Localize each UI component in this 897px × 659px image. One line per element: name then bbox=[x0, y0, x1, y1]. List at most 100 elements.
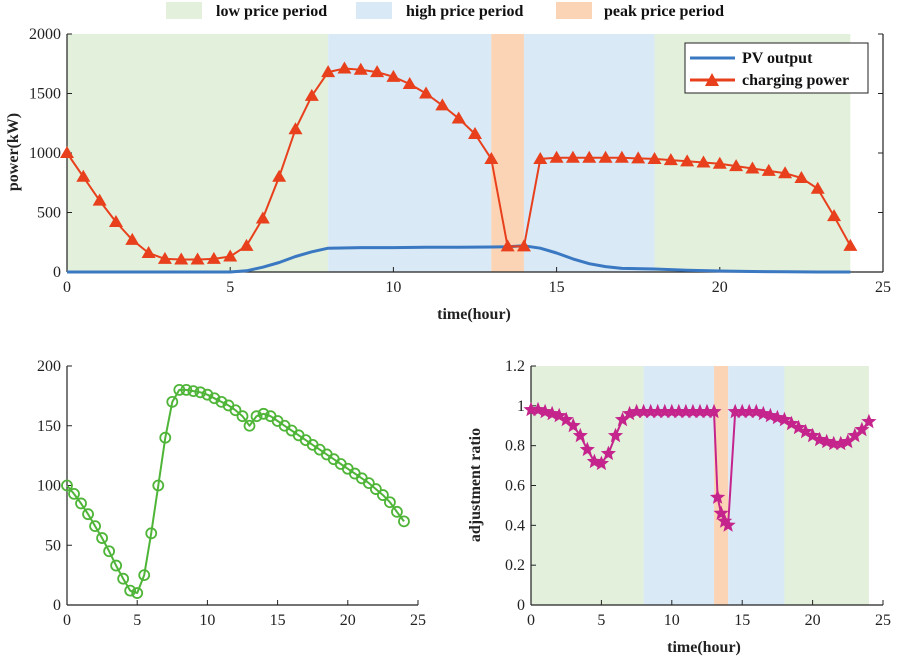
shaded-period-2 bbox=[491, 34, 524, 272]
y-tick-label: 1500 bbox=[29, 86, 61, 103]
charging-legend-marker bbox=[705, 73, 719, 86]
data-point bbox=[727, 403, 743, 419]
legend-label-high: high price period bbox=[406, 3, 523, 20]
data-point bbox=[783, 415, 800, 431]
data-point bbox=[159, 431, 172, 444]
data-point bbox=[96, 532, 108, 544]
data-point bbox=[152, 479, 165, 492]
data-point bbox=[650, 403, 666, 419]
x-tick-label: 0 bbox=[63, 612, 71, 629]
data-point bbox=[61, 479, 73, 492]
legend-label-peak: peak price period bbox=[604, 3, 724, 20]
data-point bbox=[124, 584, 137, 597]
data-point bbox=[89, 520, 101, 533]
data-point bbox=[629, 403, 645, 419]
data-point bbox=[614, 150, 629, 163]
data-point bbox=[712, 156, 727, 169]
y-tick-label: 2000 bbox=[29, 26, 61, 43]
data-point bbox=[761, 163, 776, 176]
data-point bbox=[60, 146, 74, 158]
y-tick-label: 0 bbox=[53, 597, 61, 614]
x-tick-label: 15 bbox=[270, 612, 286, 629]
charging-legend-label: charging power bbox=[742, 72, 849, 89]
data-point bbox=[748, 403, 764, 419]
data-point bbox=[194, 386, 207, 399]
data-point bbox=[678, 403, 694, 419]
data-point bbox=[861, 413, 877, 429]
y-tick-label: 100 bbox=[37, 478, 61, 495]
data-point bbox=[103, 545, 116, 558]
data-point bbox=[696, 155, 711, 168]
data-point bbox=[854, 421, 870, 437]
y-tick-label: 1 bbox=[517, 398, 525, 415]
data-point bbox=[108, 215, 123, 228]
x-tick-label: 5 bbox=[226, 279, 234, 296]
data-point bbox=[419, 86, 434, 99]
data-point bbox=[663, 153, 678, 166]
data-point bbox=[664, 403, 680, 419]
y-tick-label: 0.4 bbox=[505, 517, 525, 534]
legend-label-low: low price period bbox=[216, 3, 327, 20]
data-point bbox=[201, 388, 214, 401]
shaded-period-1 bbox=[643, 366, 715, 605]
data-point bbox=[544, 405, 560, 421]
data-point bbox=[833, 435, 849, 451]
data-point bbox=[586, 453, 602, 469]
x-tick-label: 20 bbox=[805, 612, 821, 629]
data-point bbox=[257, 407, 270, 420]
x-tick-label: 10 bbox=[199, 612, 215, 629]
data-point bbox=[699, 403, 715, 419]
data-point bbox=[468, 126, 482, 139]
data-point bbox=[229, 404, 242, 417]
state-chart-axes: 0 5 10 15 20 25 0 50 100 150 200 bbox=[37, 358, 426, 629]
data-point bbox=[533, 151, 548, 164]
data-point bbox=[778, 166, 793, 179]
data-point bbox=[692, 403, 708, 419]
data-point bbox=[215, 395, 228, 408]
data-point bbox=[710, 489, 726, 504]
data-point bbox=[166, 395, 179, 408]
data-point bbox=[685, 403, 701, 419]
data-point bbox=[484, 151, 499, 164]
data-point bbox=[755, 405, 771, 421]
data-point bbox=[657, 403, 673, 419]
data-point bbox=[369, 483, 382, 495]
data-point bbox=[810, 181, 825, 194]
data-point bbox=[208, 392, 221, 405]
data-point bbox=[745, 161, 760, 174]
data-point bbox=[206, 251, 221, 264]
data-point bbox=[402, 76, 417, 89]
data-point bbox=[92, 193, 107, 206]
adjustment-chart-series bbox=[523, 401, 877, 532]
x-tick-label: 20 bbox=[340, 612, 356, 629]
power-chart-ylabel: power(kW) bbox=[5, 113, 22, 191]
data-point bbox=[827, 209, 842, 222]
data-point bbox=[549, 150, 564, 163]
adjustment-chart-shaded-periods bbox=[531, 366, 869, 605]
data-point bbox=[826, 435, 842, 451]
data-point bbox=[720, 517, 736, 532]
y-tick-label: 1.2 bbox=[505, 358, 525, 375]
legend-swatch-high bbox=[356, 2, 392, 19]
y-tick-label: 150 bbox=[37, 418, 61, 435]
data-point bbox=[157, 251, 172, 264]
data-point bbox=[337, 61, 352, 74]
data-point bbox=[384, 496, 396, 509]
data-point bbox=[805, 427, 821, 443]
series-line-0 bbox=[66, 388, 405, 594]
legend-swatch-low bbox=[166, 2, 202, 19]
data-point bbox=[321, 65, 336, 78]
data-point bbox=[110, 559, 123, 572]
data-point bbox=[236, 410, 249, 423]
data-point bbox=[593, 455, 609, 471]
data-point bbox=[631, 151, 646, 164]
data-point bbox=[734, 403, 750, 419]
data-point bbox=[713, 505, 729, 520]
data-point bbox=[386, 69, 401, 82]
data-point bbox=[819, 433, 835, 449]
x-tick-label: 10 bbox=[385, 279, 401, 296]
data-point bbox=[582, 150, 597, 163]
data-point bbox=[362, 477, 375, 490]
y-tick-label: 0 bbox=[53, 264, 61, 281]
